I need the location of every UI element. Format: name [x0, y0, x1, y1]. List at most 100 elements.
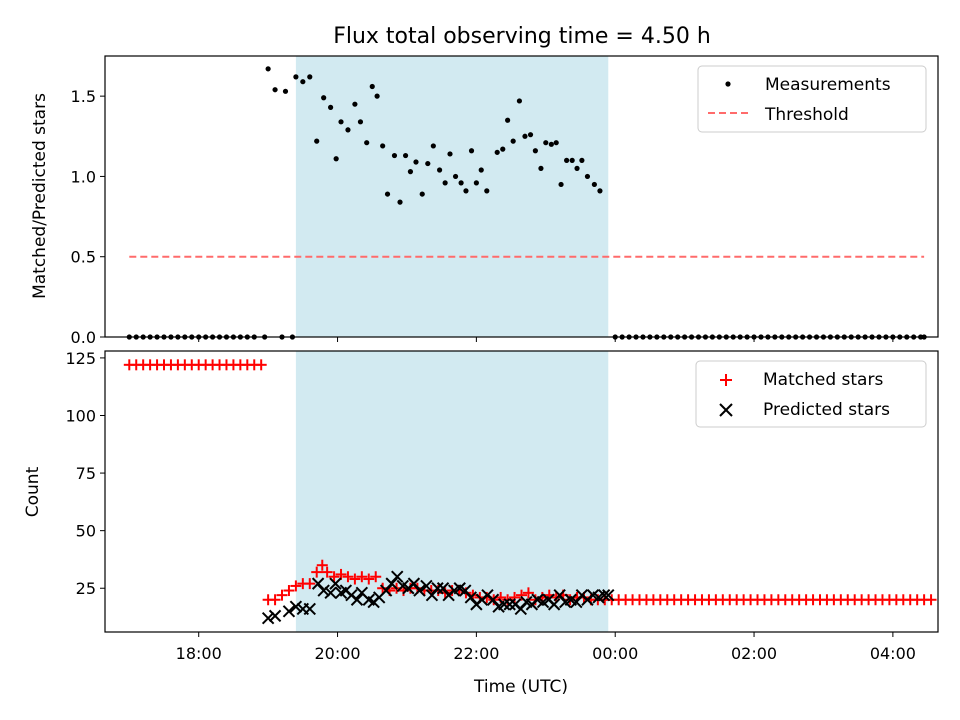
measurements-point	[447, 151, 453, 157]
measurements-point	[407, 169, 414, 175]
top-axes-frame	[104, 55, 939, 338]
measurements-point	[272, 87, 278, 93]
bottom-ytick-label: 50	[76, 522, 96, 541]
matched-stars-point	[269, 594, 281, 606]
matched-stars-point	[276, 589, 288, 601]
matched-stars-point	[304, 578, 316, 590]
measurements-point	[419, 191, 425, 197]
measurements-point	[579, 157, 585, 163]
measurements-point	[369, 83, 375, 90]
bottom-panel: 25 50 75 100 125 18:00 20:00 22:00 00:00 02:00 04:…	[23, 349, 939, 697]
measurements-point	[458, 180, 464, 186]
measurements-point	[380, 143, 386, 149]
matched-stars-point	[522, 587, 534, 599]
predicted-stars-point	[413, 584, 426, 597]
measurements-point	[321, 95, 327, 101]
measurements-point	[553, 140, 559, 146]
x-tick-label: 20:00	[314, 644, 360, 663]
matched-stars-point	[316, 559, 328, 571]
measurements-point	[500, 146, 506, 152]
matched-stars-point	[311, 566, 323, 578]
measurements-point	[364, 140, 370, 146]
measurements-point	[548, 141, 554, 147]
bottom-y-axis-label: Count	[23, 466, 43, 517]
top-ytick-label: 1.0	[71, 167, 96, 186]
measurements-point	[527, 132, 534, 138]
bottom-legend-box	[695, 360, 927, 428]
measurements-point	[328, 104, 334, 110]
measurements-point	[430, 143, 436, 149]
measurements-point	[510, 138, 516, 144]
matched-stars-point	[370, 571, 382, 583]
predicted-stars-point	[329, 577, 342, 590]
x-tick-label: 00:00	[592, 644, 638, 663]
predicted-stars-point	[350, 593, 364, 606]
predicted-stars-point	[503, 598, 516, 611]
predicted-stars-point	[431, 582, 444, 595]
measurements-point	[307, 74, 313, 80]
matched-stars-point	[356, 571, 368, 583]
measurements-point	[569, 157, 575, 163]
measurements-point	[558, 181, 564, 188]
bottom-axes-frame	[104, 350, 939, 633]
measurements-point	[293, 74, 299, 80]
measurements-point	[357, 119, 364, 125]
predicted-stars-point	[289, 600, 303, 613]
matched-stars-point	[321, 566, 333, 578]
top-y-axis-label: Matched/Predicted stars	[30, 93, 50, 299]
top-ytick-label: 1.5	[71, 87, 96, 106]
predicted-stars-point	[268, 609, 282, 623]
measurements-point	[564, 157, 570, 163]
measurements-point	[374, 93, 380, 99]
measurements-point	[463, 188, 469, 194]
predicted-stars-point	[547, 598, 561, 611]
measurements-point	[543, 140, 549, 146]
measurements-point	[574, 165, 580, 171]
measurements-point	[591, 181, 597, 188]
predicted-stars-point	[391, 570, 404, 583]
top-shaded-span	[295, 56, 609, 337]
measurements-point	[436, 167, 443, 173]
measurements-point	[384, 191, 391, 197]
measurements-point	[397, 199, 403, 205]
bottom-legend: Matched stars Predicted stars	[695, 360, 927, 428]
measurements-point	[494, 149, 500, 155]
bottom-ytick-label: 100	[65, 406, 96, 425]
matched-stars-point	[290, 580, 302, 592]
bottom-ytick-label: 25	[76, 579, 96, 598]
predicted-stars-point	[282, 605, 296, 618]
measurements-point	[522, 133, 528, 139]
legend-label-predicted: Predicted stars	[763, 400, 890, 420]
measurements-point	[402, 152, 409, 159]
measurements-point	[282, 88, 289, 94]
measurements-point	[452, 173, 459, 180]
matched-stars-point	[516, 589, 527, 601]
chart-title: Flux total observing time = 4.50 h	[333, 24, 711, 49]
bottom-ytick-label: 75	[76, 464, 96, 483]
measurements-point	[338, 119, 344, 125]
measurements-point	[314, 138, 320, 144]
predicted-stars-point	[497, 598, 511, 611]
measurements-point	[468, 148, 475, 154]
measurements-point	[391, 152, 398, 159]
legend-marker-measurements	[725, 81, 731, 87]
measurements-point	[484, 188, 490, 194]
predicted-stars-point	[317, 584, 330, 597]
legend-label-threshold: Threshold	[764, 105, 849, 125]
legend-label-matched: Matched stars	[763, 370, 883, 390]
measurements-point	[425, 160, 431, 167]
x-tick-label: 22:00	[453, 644, 499, 663]
top-panel: 0.0 0.5 1.0 1.5 Matched/Predicted stars Mea…	[30, 55, 939, 347]
measurements-point	[538, 165, 544, 171]
predicted-stars-point	[602, 588, 615, 602]
top-legend: Measurements Threshold	[697, 65, 927, 133]
matched-stars-point	[335, 568, 347, 580]
bottom-x-axis-label: Time (UTC)	[473, 677, 568, 697]
measurements-point	[584, 173, 591, 180]
matched-stars-point	[363, 573, 375, 585]
measurements-point	[413, 159, 419, 165]
measurements-point	[478, 167, 484, 173]
matched-stars-point	[349, 573, 361, 585]
matched-stars-point	[328, 571, 340, 583]
